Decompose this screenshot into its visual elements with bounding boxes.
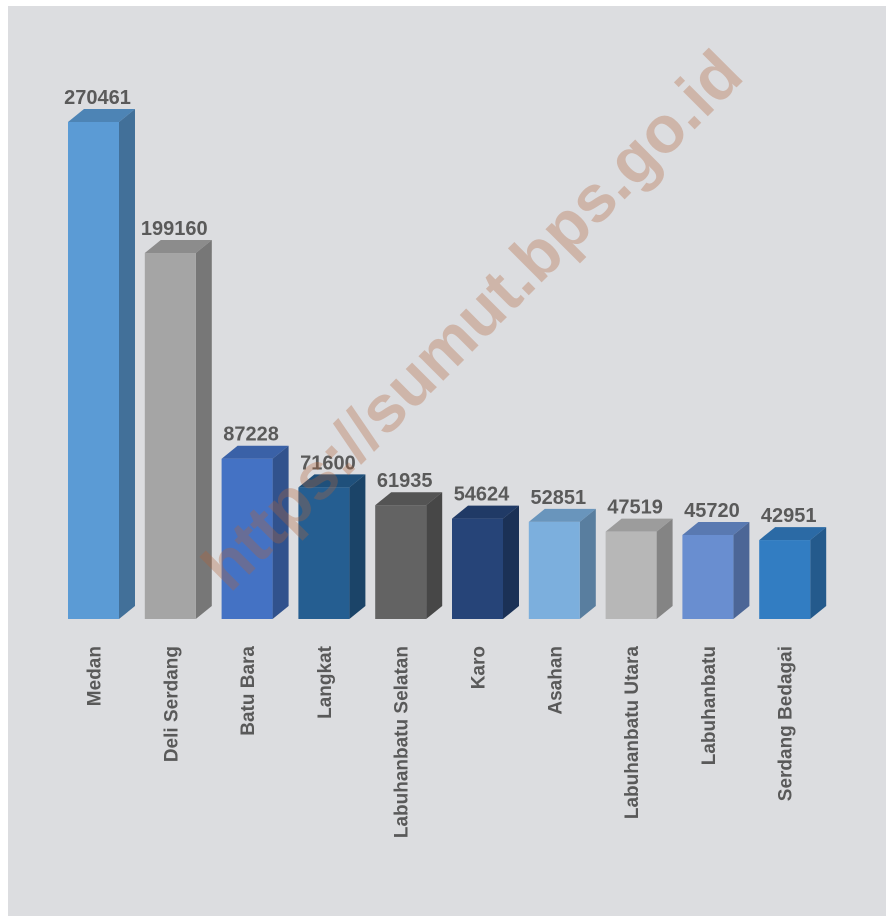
bar-front-deli-serdang	[144, 253, 196, 619]
value-label-batu-bara: 87228	[223, 424, 279, 446]
bar-top-medan	[68, 109, 135, 122]
bar-top-serdang-bedagai	[759, 527, 827, 541]
bar-top-langkat	[298, 474, 366, 488]
bar-labuhanbatu-selatan	[375, 492, 443, 619]
bar-front-labuhanbatu	[682, 534, 734, 619]
category-label-karo: Karo	[469, 646, 490, 689]
value-label-labuhanbatu: 45720	[684, 500, 740, 522]
bar-karo	[452, 505, 519, 619]
bar-side-labuhanbatu	[733, 521, 750, 619]
bar-side-langkat	[349, 474, 366, 619]
bar-top-karo	[452, 505, 519, 519]
value-label-labuhanbatu-utara: 47519	[607, 497, 663, 519]
bar-front-asahan	[528, 521, 580, 619]
bar-chart: 270461 199160 87228 71600 61935 54624 52851 475…	[64, 36, 827, 838]
bar-medan	[68, 109, 135, 619]
bar-side-karo	[503, 505, 519, 619]
bar-side-serdang-bedagai	[810, 527, 827, 619]
bar-side-labuhanbatu-utara	[656, 518, 673, 619]
category-label-serdang-bedagai: Serdang Bedagai	[776, 646, 797, 801]
category-label-langkat: Langkat	[315, 645, 336, 719]
bar-top-asahan	[528, 508, 596, 522]
bar-top-deli-serdang	[144, 240, 212, 254]
bar-asahan	[528, 508, 596, 619]
bar-front-labuhanbatu-utara	[605, 531, 657, 619]
bar-front-labuhanbatu-selatan	[375, 505, 427, 619]
bar-top-labuhanbatu-utara	[605, 518, 673, 532]
bar-side-asahan	[579, 508, 596, 619]
bar-front-karo	[452, 518, 503, 619]
bar-side-medan	[119, 109, 135, 619]
bar-deli-serdang	[144, 240, 212, 619]
value-label-asahan: 52851	[530, 487, 586, 509]
category-label-labuhanbatu: Labuhanbatu	[699, 646, 720, 765]
category-label-medan: Medan	[85, 646, 106, 706]
value-label-karo: 54624	[454, 484, 510, 506]
value-label-serdang-bedagai: 42951	[761, 505, 817, 527]
bar-side-labuhanbatu-selatan	[426, 492, 443, 619]
category-label-labuhanbatu-selatan: Labuhanbatu Selatan	[392, 646, 413, 838]
bar-side-batu-bara	[272, 445, 289, 619]
bar-top-batu-bara	[221, 445, 289, 459]
bar-labuhanbatu	[682, 521, 750, 619]
bar-front-langkat	[298, 487, 350, 619]
bar-langkat	[298, 474, 366, 619]
category-labels-layer: Medan Deli Serdang Batu Bara Langkat Labuhan…	[85, 645, 797, 838]
bar-serdang-bedagai	[759, 527, 827, 619]
bar-top-labuhanbatu	[682, 521, 750, 535]
category-label-batu-bara: Batu Bara	[238, 646, 259, 736]
bar-front-medan	[68, 122, 119, 619]
value-label-langkat: 71600	[300, 452, 356, 474]
category-label-labuhanbatu-utara: Labuhanbatu Utara	[622, 646, 643, 820]
bar-top-labuhanbatu-selatan	[375, 492, 443, 506]
bar-front-batu-bara	[221, 458, 273, 619]
bar-batu-bara	[221, 445, 289, 619]
category-label-asahan: Asahan	[545, 646, 566, 715]
bar-front-serdang-bedagai	[759, 540, 811, 619]
bar-labuhanbatu-utara	[605, 518, 673, 619]
value-label-medan: 270461	[64, 87, 131, 109]
bar-side-deli-serdang	[195, 240, 212, 619]
chart-panel: 270461 199160 87228 71600 61935 54624 52851 475…	[8, 6, 886, 916]
bars-layer	[68, 109, 827, 619]
value-labels-layer: 270461 199160 87228 71600 61935 54624 52851 475…	[64, 87, 816, 527]
value-label-labuhanbatu-selatan: 61935	[377, 470, 433, 492]
value-label-deli-serdang: 199160	[141, 218, 208, 240]
category-label-deli-serdang: Deli Serdang	[161, 646, 182, 762]
